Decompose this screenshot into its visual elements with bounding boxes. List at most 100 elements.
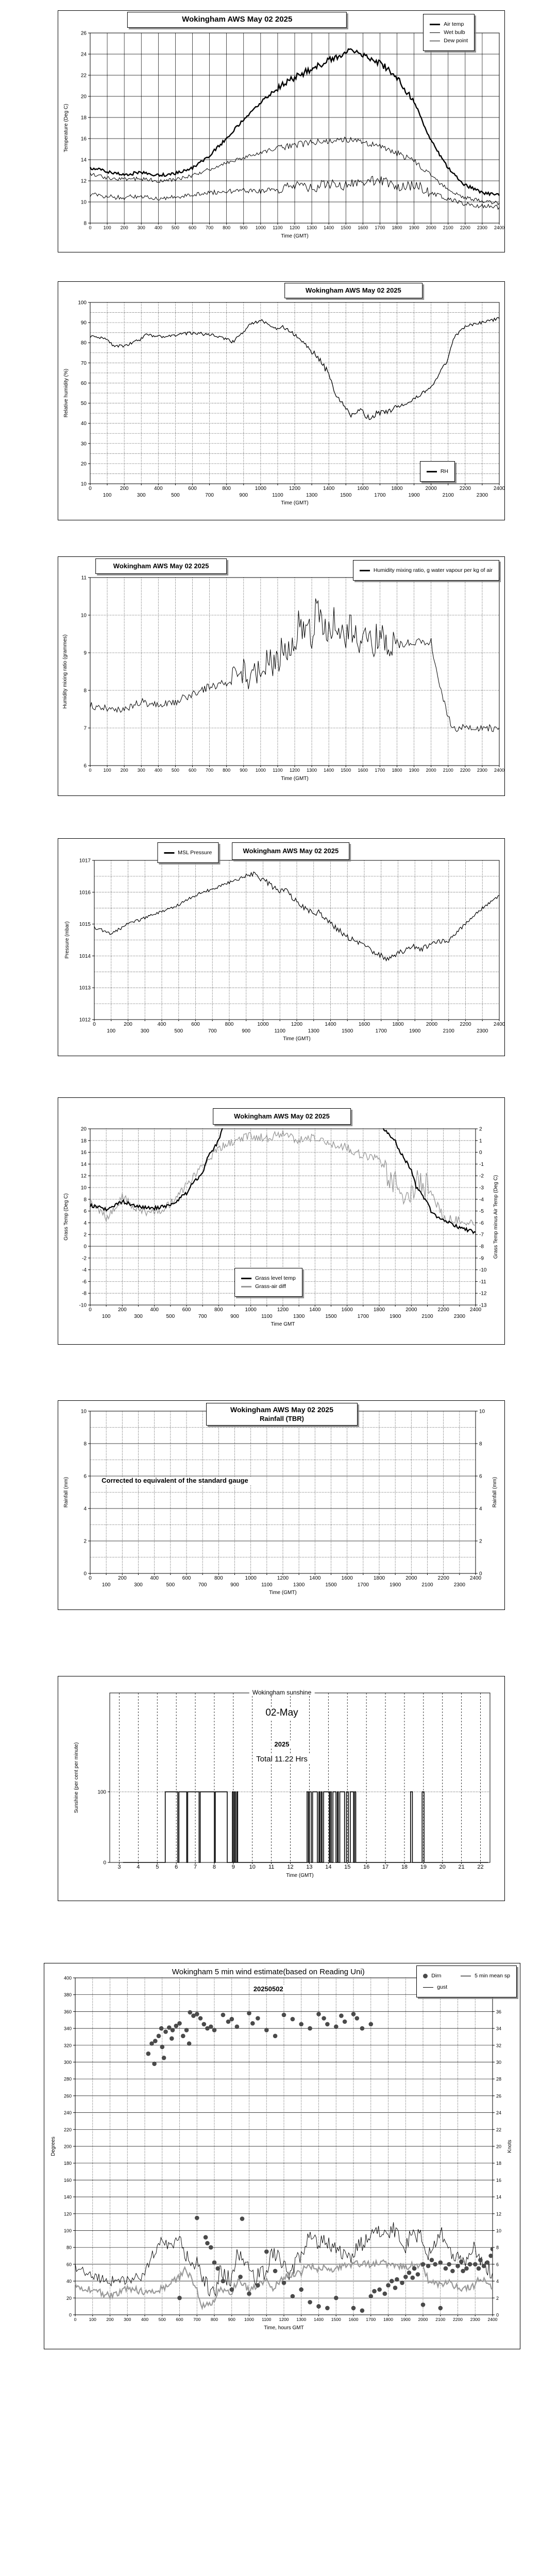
x-tick-label: 1400: [314, 2317, 324, 2322]
humidity-mixing-ratio-y-tick-label: 7: [83, 726, 87, 732]
sunshine-x-axis-title: Time (GMT): [286, 1873, 314, 1878]
msl-pressure-y-tick-label: 1014: [79, 954, 91, 959]
x-tick-label: 700: [206, 768, 213, 773]
wind-y-tick-label: 280: [64, 2077, 72, 2082]
chart-title-line: Wokingham AWS May 02 2025: [234, 1112, 330, 1120]
grass-temperature-y-tick-label: 16: [81, 1150, 87, 1156]
x-tick-label: 0: [89, 486, 92, 492]
relative-humidity-y-tick-label: 50: [81, 401, 87, 406]
temperature-y-tick-label: 26: [81, 31, 87, 37]
x-tick-label: 2200: [453, 2317, 463, 2322]
humidity-mixing-ratio-legend: Humidity mixing ratio, g water vapour pe…: [352, 560, 499, 581]
rainfall-y2-axis-title: Rainfall (mm): [492, 1477, 498, 1507]
x-tick-label: 1800: [391, 486, 403, 492]
grass-temperature-y2-tick-label: -4: [479, 1197, 484, 1202]
wind-y2-tick-label: 26: [496, 2093, 501, 2098]
grass-temperature-plot: 0100200300400500600700800900100011001200…: [63, 1127, 499, 1328]
relative-humidity-y-tick-label: 10: [81, 482, 87, 487]
rainfall-plot: 0100200300400500600700800900100011001200…: [63, 1409, 498, 1596]
grass-temperature-y2-tick-label: -6: [479, 1221, 484, 1226]
chart-relative-humidity: 0 100 200 300 400 500 600 700 800 900 1000 1100 1200…: [58, 281, 505, 520]
humidity-mixing-ratio-y-tick-label: 8: [83, 688, 87, 694]
x-tick-label: 100: [103, 493, 112, 498]
grass-temperature-y2-tick-label: -12: [479, 1291, 487, 1297]
x-tick-label: 1700: [376, 1028, 387, 1034]
x-tick-label: 700: [198, 1314, 207, 1319]
temperature-y-tick-label: 8: [83, 221, 87, 227]
x-tick-label: 2300: [477, 1028, 488, 1034]
x-tick-label: 300: [141, 1028, 149, 1034]
wind-y-tick-label: 100: [64, 2228, 72, 2233]
wind-text-0: Wokingham 5 min wind estimate(based on R…: [168, 1968, 368, 1977]
x-tick-label: 800: [222, 486, 231, 492]
chart-sunshine: 3 4 5 6 7 8 9 10 11 12 13 14 15 16 17 18 19 20 21 22 Time (G…: [58, 1676, 505, 1901]
x-tick-label: 2400: [494, 1022, 505, 1027]
sunshine-text-3: Total 11.22 Hrs: [253, 1755, 311, 1764]
x-tick-label: 300: [137, 493, 146, 498]
rainfall-y2-tick-label: 2: [479, 1539, 482, 1545]
x-tick-label: 2100: [443, 768, 453, 773]
x-tick-label: 700: [193, 2317, 200, 2322]
legend-item: Dirn: [423, 1973, 447, 1979]
x-tick-label: 1300: [307, 225, 317, 230]
wind-y-tick-label: 120: [64, 2211, 72, 2216]
humidity-mixing-ratio-series-0: [90, 598, 500, 732]
x-tick-label: 100: [102, 1314, 111, 1319]
x-tick-label: 1100: [261, 1582, 273, 1588]
x-tick-label: 400: [155, 768, 162, 773]
rainfall-y-tick-label: 8: [83, 1442, 87, 1447]
rainfall-y-tick-label: 6: [83, 1474, 87, 1480]
legend-label: Dirn: [431, 1973, 442, 1979]
x-tick-label: 11: [268, 1864, 274, 1870]
x-tick-label: 1400: [324, 225, 334, 230]
wind-y2-tick-label: 34: [496, 2026, 501, 2031]
grass-temperature-x-tick-labels: 0 100 200 300 400 500 600 700 800 900 1000 1100 1200…: [89, 1307, 481, 1319]
x-tick-label: 1500: [331, 2317, 341, 2322]
humidity-mixing-ratio-title: Wokingham AWS May 02 2025: [95, 558, 227, 574]
x-tick-label: 400: [150, 1307, 159, 1313]
x-tick-label: 400: [155, 225, 162, 230]
humidity-mixing-ratio-y-tick-label: 11: [81, 575, 87, 581]
legend-label: gust: [437, 1984, 448, 1990]
msl-pressure-y-tick-label: 1015: [79, 922, 91, 927]
wind-y2-tick-label: 16: [496, 2178, 501, 2183]
wind-x-axis-title: Time, hours GMT: [264, 2325, 303, 2331]
thick-line-marker-icon: [359, 569, 370, 571]
sunshine-plot: 3 4 5 6 7 8 9 10 11 12 13 14 15 16 17 18 19 20 21 22 Time (G…: [74, 1692, 491, 1878]
x-tick-label: 300: [124, 2317, 131, 2322]
x-tick-label: 1600: [342, 1575, 353, 1581]
x-tick-label: 1700: [366, 2317, 376, 2322]
x-tick-label: 14: [325, 1864, 331, 1870]
temperature-y-tick-label: 14: [81, 158, 87, 163]
x-tick-label: 1300: [296, 2317, 306, 2322]
chart-wind: 0 100 200 300 400 500 600 700 800 900 1000 1100 1200…: [44, 1963, 520, 2349]
x-tick-label: 900: [230, 1582, 239, 1588]
x-tick-label: 100: [89, 2317, 96, 2322]
x-tick-label: 1200: [279, 2317, 289, 2322]
x-tick-label: 9: [232, 1864, 235, 1870]
x-tick-label: 1400: [324, 768, 334, 773]
grass-temperature-y-axis-title: Grass Temp (Deg C): [63, 1193, 69, 1241]
x-tick-label: 1500: [342, 1028, 353, 1034]
x-tick-label: 2000: [426, 1022, 438, 1027]
humidity-mixing-ratio-x-tick-labels: 0 100 200 300 400 500 600 700 800 900 1000 1100 1200…: [89, 768, 504, 773]
x-tick-label: 100: [102, 1582, 111, 1588]
x-tick-label: 1400: [309, 1307, 321, 1313]
grass-temperature-series-1: [90, 1128, 476, 1234]
x-tick-label: 1900: [390, 1582, 401, 1588]
chart-temperature: 0 100 200 300 400 500 600 700 800 900 1000 1100 1200…: [58, 10, 505, 252]
x-tick-label: 2200: [460, 225, 470, 230]
rainfall-y2-tick-label: 6: [479, 1474, 482, 1480]
x-tick-label: 1000: [244, 2317, 254, 2322]
grass-temperature-y-tick-label: 12: [81, 1174, 87, 1179]
msl-pressure-y-tick-label: 1013: [79, 986, 91, 991]
wind-y-tick-label: 80: [66, 2245, 72, 2250]
x-tick-label: 2400: [488, 2317, 498, 2322]
sunshine-series-0: [123, 1791, 488, 1863]
temperature-plot: 0 100 200 300 400 500 600 700 800 900 1000 1100 1200…: [63, 31, 504, 240]
x-tick-label: 20: [439, 1864, 446, 1870]
x-tick-label: 19: [420, 1864, 427, 1870]
wind-plot: 0 100 200 300 400 500 600 700 800 900 1000 1100 1200…: [50, 1976, 513, 2331]
x-tick-label: 2400: [470, 1307, 482, 1313]
relative-humidity-series-0: [90, 317, 500, 420]
